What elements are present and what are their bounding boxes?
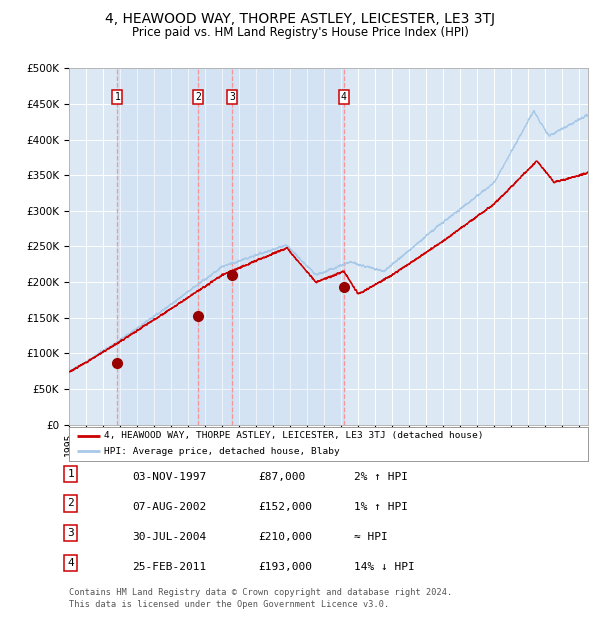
Bar <box>232 68 344 425</box>
Text: This data is licensed under the Open Government Licence v3.0.: This data is licensed under the Open Gov… <box>69 600 389 609</box>
Text: 1% ↑ HPI: 1% ↑ HPI <box>354 502 408 512</box>
Text: 07-AUG-2002: 07-AUG-2002 <box>132 502 206 512</box>
Text: ≈ HPI: ≈ HPI <box>354 532 388 542</box>
Text: 03-NOV-1997: 03-NOV-1997 <box>132 472 206 482</box>
Text: 25-FEB-2011: 25-FEB-2011 <box>132 562 206 572</box>
Text: 3: 3 <box>67 528 74 538</box>
Text: 4, HEAWOOD WAY, THORPE ASTLEY, LEICESTER, LE3 3TJ: 4, HEAWOOD WAY, THORPE ASTLEY, LEICESTER… <box>105 12 495 27</box>
Text: 2% ↑ HPI: 2% ↑ HPI <box>354 472 408 482</box>
Text: 4, HEAWOOD WAY, THORPE ASTLEY, LEICESTER, LE3 3TJ (detached house): 4, HEAWOOD WAY, THORPE ASTLEY, LEICESTER… <box>104 432 484 440</box>
Text: 4: 4 <box>341 92 347 102</box>
Text: 4: 4 <box>67 558 74 568</box>
Text: 3: 3 <box>229 92 235 102</box>
Text: £87,000: £87,000 <box>258 472 305 482</box>
Text: Price paid vs. HM Land Registry's House Price Index (HPI): Price paid vs. HM Land Registry's House … <box>131 26 469 39</box>
Text: Contains HM Land Registry data © Crown copyright and database right 2024.: Contains HM Land Registry data © Crown c… <box>69 588 452 597</box>
Text: 2: 2 <box>67 498 74 508</box>
Text: £210,000: £210,000 <box>258 532 312 542</box>
Text: £152,000: £152,000 <box>258 502 312 512</box>
Text: 30-JUL-2004: 30-JUL-2004 <box>132 532 206 542</box>
Text: 1: 1 <box>67 469 74 479</box>
Text: 1: 1 <box>115 92 120 102</box>
Bar <box>199 68 232 425</box>
Bar <box>118 68 199 425</box>
Text: £193,000: £193,000 <box>258 562 312 572</box>
Text: 14% ↓ HPI: 14% ↓ HPI <box>354 562 415 572</box>
Text: 2: 2 <box>196 92 201 102</box>
Text: HPI: Average price, detached house, Blaby: HPI: Average price, detached house, Blab… <box>104 447 340 456</box>
